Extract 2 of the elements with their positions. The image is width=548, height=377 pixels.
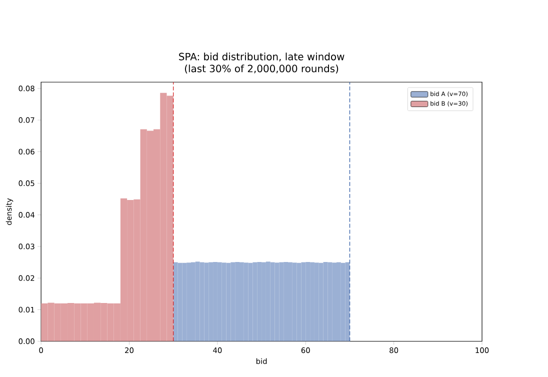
chart-title: SPA: bid distribution, late window [179, 52, 344, 62]
chart-subtitle: (last 30% of 2,000,000 rounds) [184, 64, 338, 74]
